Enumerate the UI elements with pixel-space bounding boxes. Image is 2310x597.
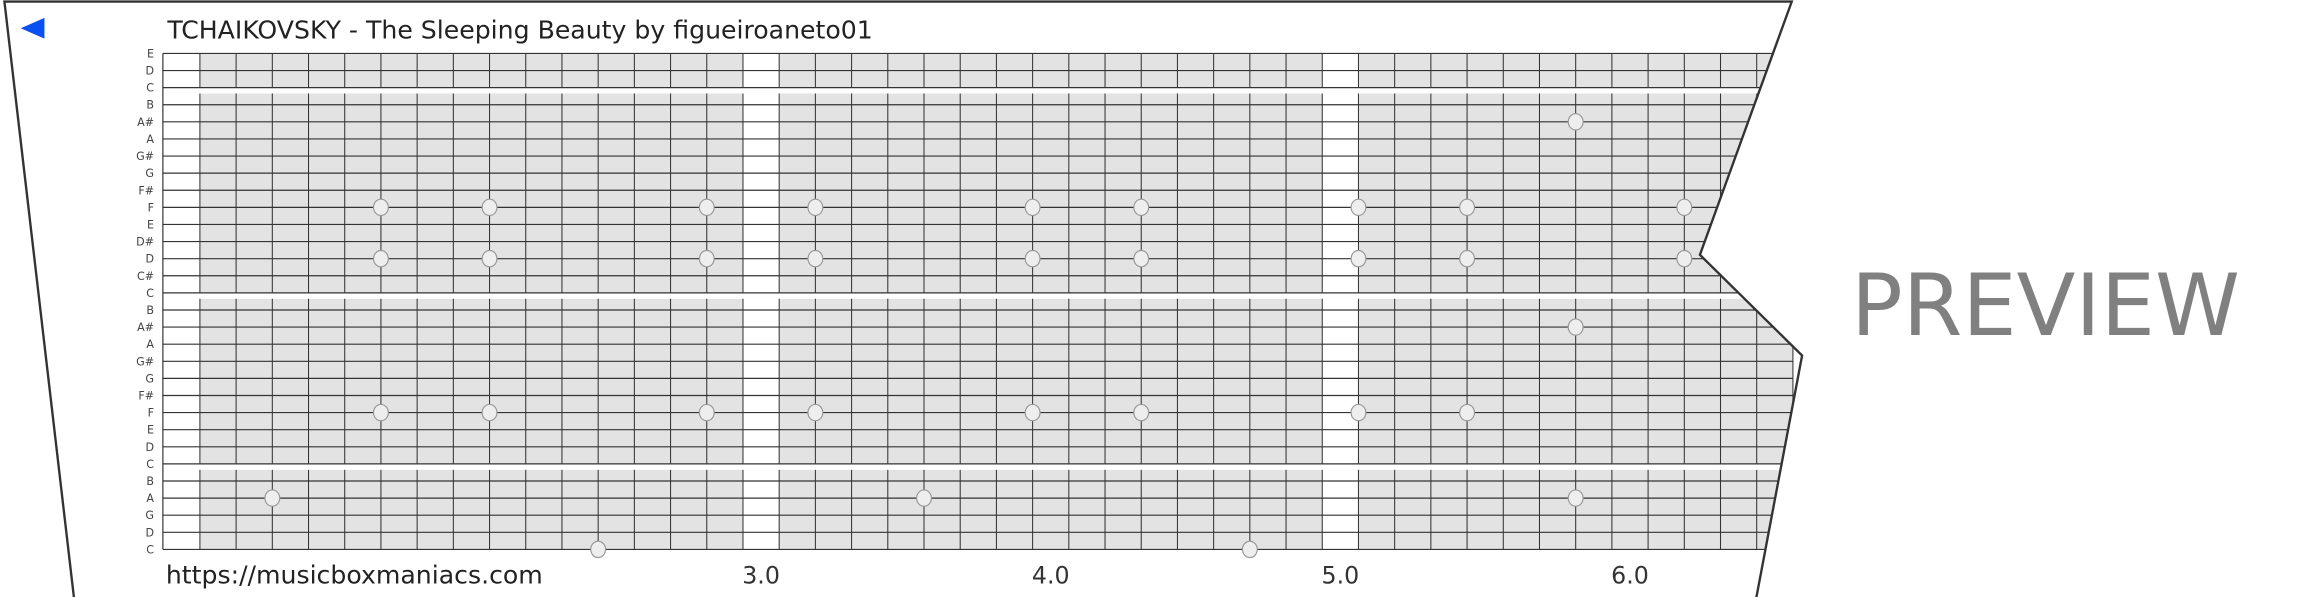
pitch-label: D	[145, 441, 154, 454]
pitch-label: C	[146, 458, 154, 471]
beat-label: 6.0	[1611, 562, 1649, 590]
pitch-label: E	[147, 424, 154, 437]
strip-outline	[3, 0, 1804, 597]
back-arrow-icon[interactable]	[20, 17, 45, 39]
note-hole	[1133, 403, 1150, 422]
pitch-label: F	[148, 407, 154, 420]
note-hole	[264, 489, 281, 507]
note-hole	[1567, 489, 1584, 507]
pitch-label: D	[145, 526, 154, 539]
note-hole	[698, 198, 715, 217]
note-hole	[1459, 198, 1476, 217]
pitch-label: A	[146, 338, 154, 351]
note-hole	[1133, 198, 1150, 217]
note-hole	[1567, 113, 1584, 131]
note-hole	[1241, 540, 1258, 559]
note-hole	[1024, 198, 1041, 217]
pitch-label: G	[145, 167, 154, 180]
note-hole	[372, 249, 389, 268]
pitch-label: B	[146, 99, 154, 112]
pitch-label: A#	[137, 321, 154, 334]
pitch-label: G	[145, 509, 154, 522]
measure-gap-column	[1322, 298, 1359, 464]
pitch-label: D	[145, 65, 154, 78]
measure-gap-column	[742, 298, 780, 464]
pitch-label: D#	[136, 236, 154, 249]
note-hole	[807, 403, 824, 422]
beat-labels: 3.0 4.0 5.0 6.0	[742, 562, 1649, 590]
pitch-label: C#	[137, 270, 154, 283]
preview-watermark: PREVIEW	[1851, 256, 2240, 356]
pitch-label: B	[146, 304, 154, 317]
measure-gap-column	[742, 93, 780, 293]
note-hole	[372, 198, 389, 217]
pitch-label: B	[146, 475, 154, 488]
note-hole	[1459, 403, 1476, 422]
note-hole	[1676, 198, 1693, 217]
note-hole	[698, 403, 715, 422]
note-hole	[1350, 403, 1367, 422]
note-grid	[162, 52, 1794, 559]
note-hole	[1676, 249, 1693, 268]
pitch-label: G#	[136, 150, 154, 163]
note-hole	[1350, 198, 1367, 217]
note-hole	[916, 489, 932, 507]
pitch-label: E	[147, 218, 154, 231]
note-hole	[698, 249, 715, 268]
pitch-label: F#	[138, 389, 154, 402]
note-hole	[807, 198, 824, 217]
pitch-label: A#	[137, 116, 154, 129]
note-hole	[481, 403, 498, 422]
pitch-label: A	[146, 492, 154, 505]
beat-label: 4.0	[1032, 562, 1070, 590]
pitch-label: C	[146, 82, 154, 95]
pitch-label: F#	[138, 184, 154, 197]
pitch-label: C	[146, 543, 154, 556]
note-hole	[1133, 249, 1150, 268]
measure-gap-column	[1322, 469, 1359, 550]
site-url[interactable]: https://musicboxmaniacs.com	[166, 561, 543, 590]
note-hole	[1567, 318, 1584, 336]
measure-gap-column	[742, 469, 780, 550]
note-hole	[372, 403, 389, 422]
note-hole	[1459, 249, 1476, 268]
song-title: TCHAIKOVSKY - The Sleeping Beauty by fig…	[166, 16, 872, 45]
pitch-label: E	[147, 47, 154, 60]
note-hole	[481, 249, 498, 268]
note-hole	[481, 198, 498, 217]
note-hole	[807, 249, 824, 268]
pitch-label: C	[146, 287, 154, 300]
pitch-label: D	[145, 253, 154, 266]
pitch-label: F	[148, 201, 154, 214]
note-hole	[1024, 403, 1041, 422]
note-hole	[1024, 249, 1041, 268]
beat-label: 3.0	[742, 562, 780, 590]
pitch-label: G	[145, 372, 154, 385]
note-hole	[1350, 249, 1367, 268]
note-hole	[590, 540, 607, 559]
pitch-label: A	[146, 133, 154, 146]
pitch-label: G#	[136, 355, 154, 368]
beat-label: 5.0	[1322, 562, 1360, 590]
